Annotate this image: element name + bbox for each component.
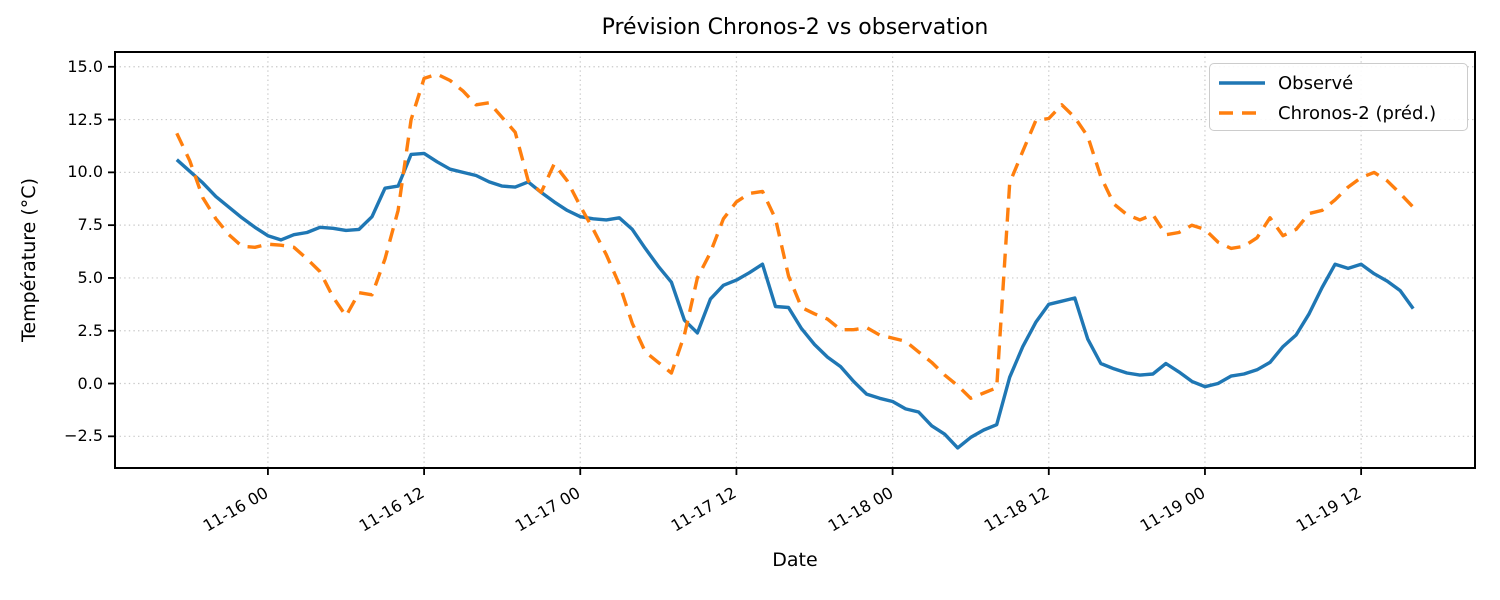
legend: Observé Chronos-2 (préd.) <box>1209 63 1468 131</box>
legend-item: Observé <box>1219 68 1467 98</box>
legend-label: Observé <box>1278 72 1354 94</box>
series-line-observed <box>175 151 1415 450</box>
y-tick-label: 15.0 <box>67 56 103 76</box>
y-tick-label: 5.0 <box>77 267 103 287</box>
legend-label: Chronos-2 (préd.) <box>1278 102 1437 124</box>
legend-item: Chronos-2 (préd.) <box>1219 98 1467 128</box>
x-axis-label: Date <box>772 549 818 571</box>
y-tick-label: 12.5 <box>67 109 103 129</box>
dashed-line-icon <box>1219 111 1265 115</box>
y-tick-label: 7.5 <box>77 215 103 235</box>
series-line-forecast <box>175 72 1415 400</box>
y-tick-label: 2.5 <box>77 320 103 340</box>
y-tick-label: −2.5 <box>64 426 103 446</box>
axes-spines <box>114 51 1476 469</box>
legend-items: Observé Chronos-2 (préd.) <box>1219 68 1467 128</box>
chart-title: Prévision Chronos-2 vs observation <box>601 15 989 40</box>
y-tick-label: 0.0 <box>77 373 103 393</box>
y-tick-label: 10.0 <box>67 162 103 182</box>
solid-line-icon <box>1219 81 1265 85</box>
